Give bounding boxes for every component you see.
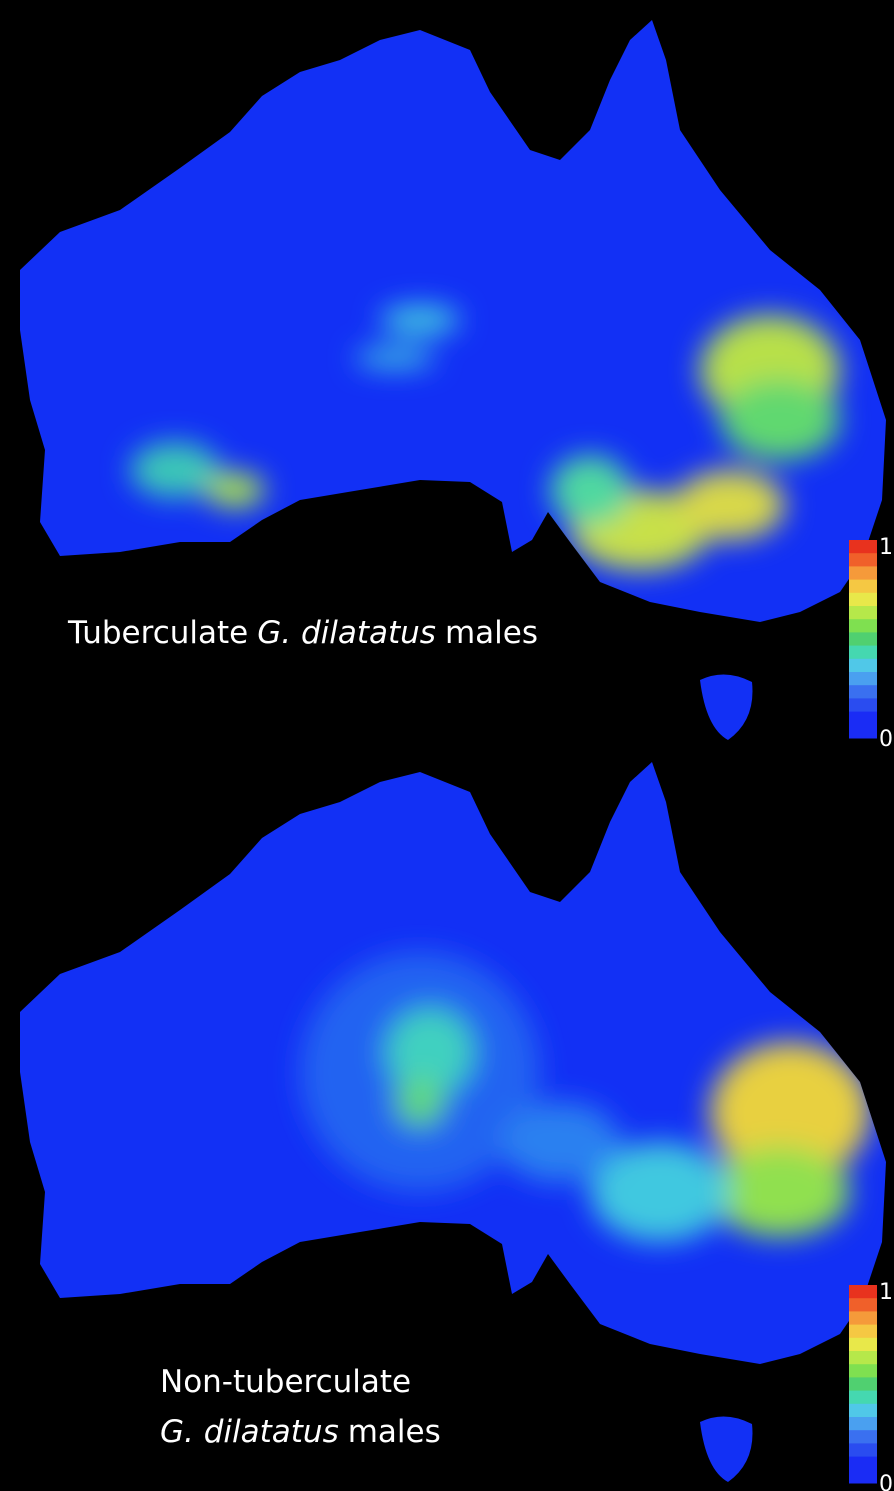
colorbar-step — [849, 540, 877, 554]
species-name: G. dilatatus — [257, 615, 436, 651]
colorbar-min: 0 — [879, 1472, 893, 1491]
species-name: G. dilatatus — [160, 1414, 339, 1450]
colorbar-step — [849, 1364, 877, 1378]
colorbar-step — [849, 580, 877, 594]
colorbar-step — [849, 632, 877, 646]
colorbar-step — [849, 1457, 877, 1471]
colorbar-step — [849, 1338, 877, 1352]
label-text: Tuberculate — [67, 615, 248, 651]
colorbar-step — [849, 619, 877, 633]
colorbar-step — [849, 1404, 877, 1418]
colorbar-step — [849, 725, 877, 739]
colorbar-step — [849, 1391, 877, 1405]
colorbar-max: 1 — [879, 535, 893, 560]
colorbar-step — [849, 659, 877, 673]
colorbar-step — [849, 566, 877, 580]
colorbar-max: 1 — [879, 1280, 893, 1305]
label-text: males — [445, 615, 538, 651]
colorbar-step — [849, 1298, 877, 1312]
colorbar-step — [849, 1351, 877, 1365]
colorbar-step — [849, 553, 877, 567]
label-text: males — [348, 1414, 441, 1450]
colorbar-step — [849, 1325, 877, 1339]
colorbar-step — [849, 606, 877, 620]
colorbar-step — [849, 646, 877, 660]
colorbar-step — [849, 1285, 877, 1299]
colorbar-step — [849, 1443, 877, 1457]
colorbar-step — [849, 698, 877, 712]
colorbar-step — [849, 593, 877, 607]
colorbar-step — [849, 1377, 877, 1391]
colorbar-step — [849, 1311, 877, 1325]
panel-label: Non-tuberculate — [160, 1364, 411, 1400]
page: TuberculateG. dilatatusmales Non-tubercu… — [0, 0, 894, 1491]
map-bottom — [20, 762, 886, 1482]
figure: TuberculateG. dilatatusmales Non-tubercu… — [0, 0, 894, 1491]
colorbar-step — [849, 685, 877, 699]
colorbar-step — [849, 1470, 877, 1484]
colorbar-step — [849, 712, 877, 726]
colorbar-step — [849, 672, 877, 686]
colorbar-step — [849, 1430, 877, 1444]
colorbar-min: 0 — [879, 727, 893, 752]
colorbar-step — [849, 1417, 877, 1431]
